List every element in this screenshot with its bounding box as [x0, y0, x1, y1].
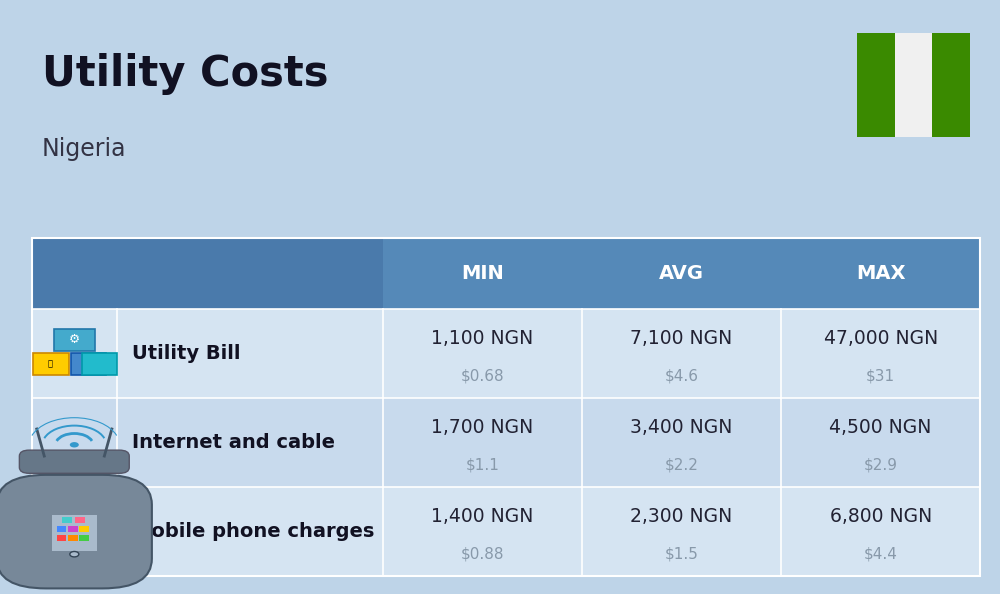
Text: $31: $31	[866, 368, 895, 384]
Bar	[62, 517, 72, 523]
Text: 🔌: 🔌	[47, 359, 52, 368]
Text: 4,500 NGN: 4,500 NGN	[829, 418, 932, 437]
Text: ⚙: ⚙	[69, 333, 80, 346]
Bar	[32, 238, 980, 576]
Bar	[932, 33, 970, 137]
Text: Nigeria: Nigeria	[42, 137, 126, 160]
Bar	[79, 535, 89, 541]
Bar	[71, 353, 106, 375]
Bar	[57, 535, 66, 541]
Text: 47,000 NGN: 47,000 NGN	[824, 329, 938, 348]
Text: $0.68: $0.68	[460, 368, 504, 384]
Bar	[68, 535, 78, 541]
Text: 2,300 NGN: 2,300 NGN	[630, 507, 733, 526]
Text: $2.2: $2.2	[664, 457, 698, 473]
Text: MAX: MAX	[856, 264, 905, 283]
Text: Internet and cable: Internet and cable	[132, 433, 335, 452]
Text: $0.88: $0.88	[460, 546, 504, 562]
Text: 7,100 NGN: 7,100 NGN	[630, 329, 733, 348]
Text: 1,400 NGN: 1,400 NGN	[431, 507, 533, 526]
Text: $2.9: $2.9	[864, 457, 898, 473]
Text: Utility Costs: Utility Costs	[42, 53, 328, 96]
Bar	[32, 238, 980, 309]
FancyBboxPatch shape	[19, 450, 129, 473]
Circle shape	[70, 442, 79, 447]
Bar	[32, 238, 383, 309]
Bar	[68, 526, 78, 532]
Text: Utility Bill: Utility Bill	[132, 344, 240, 363]
Text: $1.1: $1.1	[465, 457, 499, 473]
Text: 3,400 NGN: 3,400 NGN	[630, 418, 733, 437]
Bar	[857, 33, 970, 137]
Text: 6,800 NGN: 6,800 NGN	[830, 507, 932, 526]
Text: $1.5: $1.5	[664, 546, 698, 562]
Text: 1,100 NGN: 1,100 NGN	[431, 329, 533, 348]
Bar	[32, 309, 980, 398]
Bar	[82, 353, 117, 375]
Bar	[32, 398, 980, 487]
Bar	[75, 517, 85, 523]
Bar	[79, 526, 89, 532]
Text: $4.4: $4.4	[864, 546, 898, 562]
Circle shape	[70, 551, 79, 557]
Bar	[857, 33, 895, 137]
Text: Mobile phone charges: Mobile phone charges	[132, 522, 374, 541]
Text: AVG: AVG	[659, 264, 704, 283]
Text: MIN: MIN	[461, 264, 504, 283]
Bar	[57, 526, 66, 532]
Text: $4.6: $4.6	[664, 368, 698, 384]
Text: 1,700 NGN: 1,700 NGN	[431, 418, 533, 437]
Bar	[33, 353, 69, 375]
Bar	[54, 328, 95, 351]
Bar	[52, 514, 97, 551]
FancyBboxPatch shape	[0, 475, 152, 589]
Bar	[32, 487, 980, 576]
